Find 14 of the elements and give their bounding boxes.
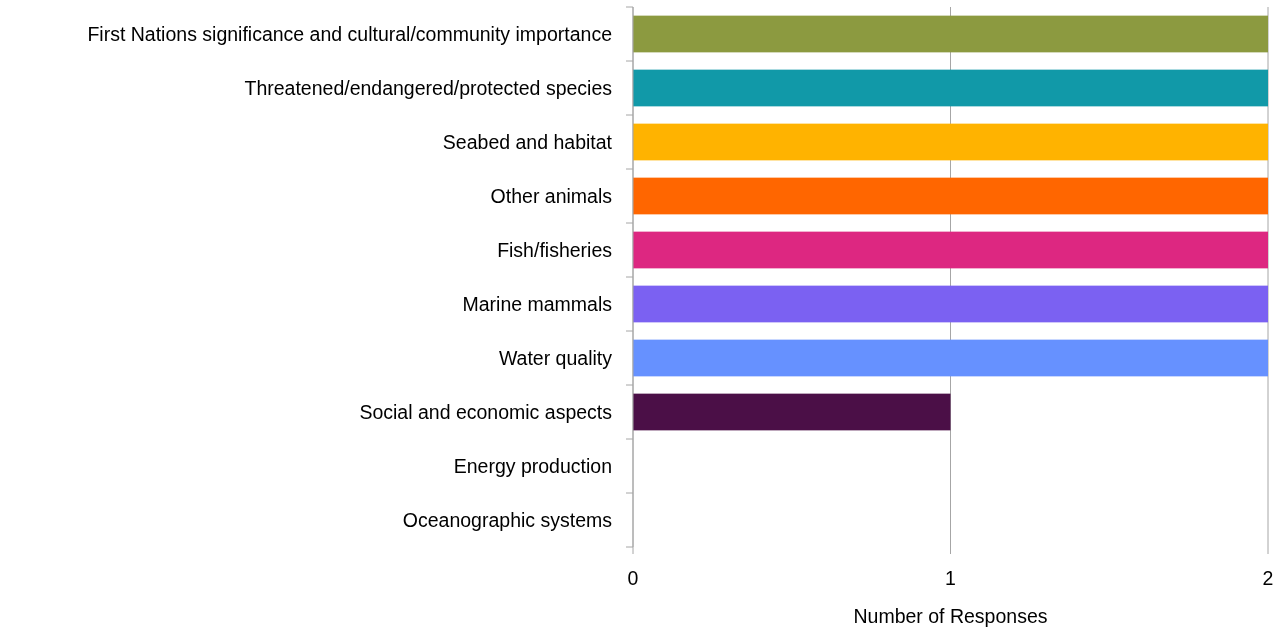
y-tick-label: Social and economic aspects [359,400,613,423]
y-tick-label: Threatened/endangered/protected species [244,76,613,99]
y-tick-label: Seabed and habitat [442,130,613,153]
x-tick-label: 1 [945,567,956,589]
x-tick-label: 2 [1262,567,1274,589]
y-tick-label: Fish/fisheries [497,238,613,261]
y-tick-label: Water quality [498,346,613,369]
y-tick-label: Energy production [453,454,612,477]
y-tick-label: First Nations significance and cultural/community importance [87,22,612,45]
x-axis-title: Number of Responses [853,605,1048,627]
y-tick-label: Other animals [490,184,613,207]
y-tick-label: Oceanographic systems [402,508,613,531]
y-tick-label: Marine mammals [462,292,613,315]
x-tick-label: 0 [627,567,639,589]
